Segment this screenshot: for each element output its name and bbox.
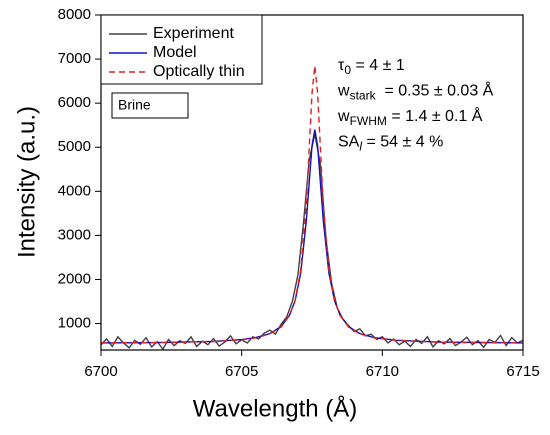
- x-tick-label: 6700: [84, 363, 117, 380]
- annotation-main: τ: [338, 57, 345, 74]
- annotation-rest: = 0.35 ± 0.03 Å: [376, 81, 494, 100]
- y-tick-label: 7000: [58, 50, 91, 67]
- annotation-sub: l: [359, 140, 362, 154]
- legend-label: Optically thin: [153, 63, 245, 80]
- y-axis-label: Intensity (a.u.): [13, 106, 40, 258]
- y-tick-label: 1000: [58, 315, 91, 332]
- legend-label: Experiment: [153, 25, 234, 42]
- y-tick-label: 4000: [58, 182, 91, 199]
- annotation-rest: = 4 ± 1: [351, 57, 405, 74]
- series-line: [101, 133, 523, 350]
- plot-frame: [100, 14, 524, 351]
- annotation-rest: = 54 ± 4 %: [362, 134, 443, 151]
- tag-label: Brine: [118, 97, 151, 113]
- x-axis-label: Wavelength (Å): [193, 394, 358, 422]
- annotation-sub: stark: [350, 89, 377, 103]
- annotation-main: w: [337, 83, 350, 100]
- y-tick-label: 5000: [58, 138, 91, 155]
- y-tick-label: 3000: [58, 226, 91, 243]
- annotation: wFWHM = 1.4 ± 0.1 Å: [337, 106, 483, 128]
- legend-label: Model: [153, 44, 197, 61]
- y-tick-label: 8000: [58, 6, 91, 23]
- annotation: SAl = 54 ± 4 %: [338, 134, 443, 154]
- x-tick-label: 6705: [225, 363, 258, 380]
- annotation-rest: = 1.4 ± 0.1 Å: [387, 106, 483, 125]
- annotation-sub: FWHM: [350, 114, 387, 128]
- x-tick-label: 6710: [366, 363, 399, 380]
- x-tick-label: 6715: [506, 363, 539, 380]
- annotation-sub: 0: [344, 63, 351, 77]
- series-line: [101, 65, 523, 344]
- y-tick-label: 6000: [58, 94, 91, 111]
- series-line: [101, 129, 523, 344]
- tag-box: [111, 92, 189, 119]
- plot-lines: [101, 65, 523, 350]
- annotation: wstark = 0.35 ± 0.03 Å: [337, 81, 494, 103]
- annotation-main: SA: [338, 134, 360, 151]
- annotation: τ0 = 4 ± 1: [338, 57, 405, 77]
- y-tick-label: 2000: [58, 270, 91, 287]
- legend-box: [100, 14, 263, 85]
- annotation-main: w: [337, 108, 350, 125]
